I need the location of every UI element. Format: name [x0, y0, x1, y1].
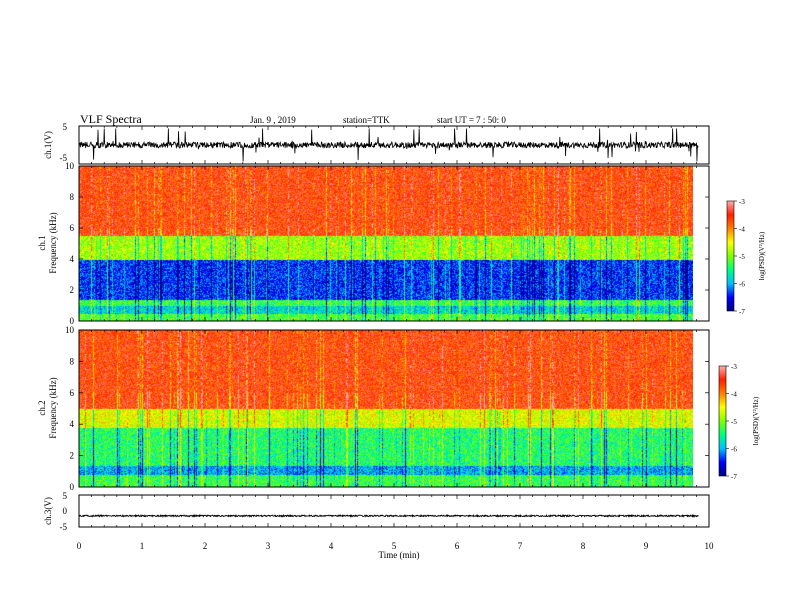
- station-label: station=TTK: [343, 115, 390, 125]
- ch1-ylabel: ch.1(V): [43, 131, 53, 159]
- time-tick-label: 7: [518, 541, 523, 551]
- figure-title: VLF Spectra: [80, 112, 142, 126]
- colorbar-tick-label: -5: [731, 418, 737, 426]
- colorbar-tick-label: -4: [739, 226, 745, 234]
- ch2-spectrogram-panel: 0 2 4 6 8 10 ch.2 Frequency (kHz): [37, 325, 710, 492]
- time-tick-label: 9: [644, 541, 649, 551]
- time-tick-label: 1: [140, 541, 145, 551]
- y-tick-label: 4: [70, 254, 75, 264]
- ch1-trace: [78, 128, 699, 162]
- colorbar-tick-label: -7: [739, 308, 745, 316]
- start-time-label: start UT = 7 : 50: 0: [437, 115, 506, 125]
- y-tick-label: 0: [70, 316, 75, 326]
- ch3-ytick-bottom: -5: [60, 522, 68, 532]
- colorbar-tick-label: -5: [739, 253, 745, 261]
- colorbar-tick-label: -6: [731, 446, 737, 454]
- ch2-spectrogram-yticks: 0 2 4 6 8 10: [65, 325, 709, 492]
- header: VLF Spectra Jan. 9 , 2019 station=TTK st…: [80, 112, 506, 126]
- ch2-spectrogram-channel-label: ch.2: [37, 400, 47, 415]
- time-tick-label: 10: [705, 541, 715, 551]
- ch1-ytick-top: 5: [63, 122, 68, 132]
- ch1-spectrogram-channel-label: ch.1: [37, 235, 47, 250]
- ch2-colorbar: -3 -4 -5 -6 -7 log(PSD)(V²/Hz): [718, 363, 760, 481]
- ch3-frame: [78, 494, 710, 528]
- ch1-colorbar-bar: [726, 200, 735, 312]
- y-tick-label: 0: [70, 482, 75, 492]
- y-tick-label: 8: [70, 356, 75, 366]
- time-axis: 0 1 2 3 4 5 6 7 8 9 10: [77, 541, 714, 551]
- ch3-xticks: [78, 495, 710, 527]
- time-tick-label: 4: [329, 541, 334, 551]
- ch1-spectrogram-ylabel: Frequency (kHz): [48, 212, 58, 273]
- ch2-colorbar-bar: [718, 365, 727, 477]
- ch1-ytick-bottom: -5: [60, 153, 68, 163]
- colorbar-tick-label: -3: [731, 363, 737, 371]
- time-tick-label: 6: [455, 541, 460, 551]
- ch1-spectrogram-yticks: 0 2 4 6 8 10: [65, 161, 709, 326]
- y-tick-label: 6: [70, 223, 75, 233]
- ch1-colorbar: -3 -4 -5 -6 -7 log(PSD)(V²/Hz): [726, 198, 766, 316]
- colorbar-tick-label: -3: [739, 198, 745, 206]
- ch1-panel: 5 -5 ch.1(V): [43, 122, 710, 165]
- ch2-colorbar-ticks: -3 -4 -5 -6 -7: [726, 363, 737, 481]
- ch2-spectrogram-xticks: [78, 330, 710, 487]
- ch3-ylabel: ch.3(V): [43, 497, 53, 525]
- ch3-panel: 5 0 -5 ch.3(V): [43, 491, 710, 532]
- y-tick-label: 2: [70, 285, 75, 295]
- y-tick-label: 10: [65, 325, 75, 335]
- colorbar-tick-label: -6: [739, 281, 745, 289]
- y-tick-label: 2: [70, 451, 75, 461]
- ch1-spectrogram-panel: 0 2 4 6 8 10 ch.1 Frequency (kHz): [37, 161, 710, 326]
- ch2-spectrogram-image: [79, 330, 693, 487]
- ch1-colorbar-ticks: -3 -4 -5 -6 -7: [734, 198, 745, 316]
- time-tick-label: 5: [392, 541, 397, 551]
- colorbar-tick-label: -7: [731, 473, 737, 481]
- time-tick-label: 2: [203, 541, 208, 551]
- time-tick-label: 3: [266, 541, 271, 551]
- date-label: Jan. 9 , 2019: [250, 115, 296, 125]
- ch2-spectrogram-ylabel: Frequency (kHz): [48, 377, 58, 438]
- y-tick-label: 6: [70, 388, 75, 398]
- time-tick-label: 0: [77, 541, 82, 551]
- time-tick-label: 8: [581, 541, 586, 551]
- ch1-xticks: [78, 126, 710, 164]
- y-tick-label: 4: [70, 419, 75, 429]
- ch3-ytick-top: 5: [63, 491, 68, 501]
- ch3-trace: [78, 513, 699, 518]
- ch1-colorbar-label: log(PSD)(V²/Hz): [758, 231, 766, 280]
- colorbar-tick-label: -4: [731, 391, 737, 399]
- time-axis-label: Time (min): [379, 550, 420, 560]
- y-tick-label: 10: [65, 161, 75, 171]
- y-tick-label: 8: [70, 192, 75, 202]
- ch3-ytick-mid: 0: [63, 506, 68, 516]
- ch1-spectrogram-xticks: [78, 166, 710, 321]
- ch2-colorbar-label: log(PSD)(V²/Hz): [752, 396, 760, 445]
- ch1-spectrogram-image: [79, 166, 693, 321]
